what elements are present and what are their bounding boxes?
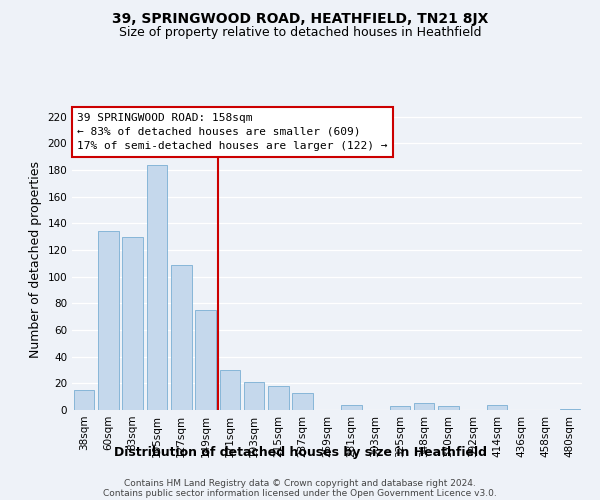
Text: Contains HM Land Registry data © Crown copyright and database right 2024.: Contains HM Land Registry data © Crown c…	[124, 480, 476, 488]
Bar	[146, 164, 167, 410]
Bar	[171, 264, 191, 410]
Bar	[220, 370, 240, 410]
Bar	[98, 232, 119, 410]
Bar	[292, 392, 313, 410]
Bar	[341, 404, 362, 410]
Bar	[268, 386, 289, 410]
Bar	[244, 382, 265, 410]
Bar	[487, 404, 508, 410]
Text: Contains public sector information licensed under the Open Government Licence v3: Contains public sector information licen…	[103, 489, 497, 498]
Text: Size of property relative to detached houses in Heathfield: Size of property relative to detached ho…	[119, 26, 481, 39]
Bar	[560, 408, 580, 410]
Bar	[74, 390, 94, 410]
Text: Distribution of detached houses by size in Heathfield: Distribution of detached houses by size …	[113, 446, 487, 459]
Bar	[122, 236, 143, 410]
Text: 39, SPRINGWOOD ROAD, HEATHFIELD, TN21 8JX: 39, SPRINGWOOD ROAD, HEATHFIELD, TN21 8J…	[112, 12, 488, 26]
Bar	[438, 406, 459, 410]
Y-axis label: Number of detached properties: Number of detached properties	[29, 162, 42, 358]
Bar	[389, 406, 410, 410]
Bar	[414, 404, 434, 410]
Bar	[195, 310, 216, 410]
Text: 39 SPRINGWOOD ROAD: 158sqm
← 83% of detached houses are smaller (609)
17% of sem: 39 SPRINGWOOD ROAD: 158sqm ← 83% of deta…	[77, 113, 388, 151]
